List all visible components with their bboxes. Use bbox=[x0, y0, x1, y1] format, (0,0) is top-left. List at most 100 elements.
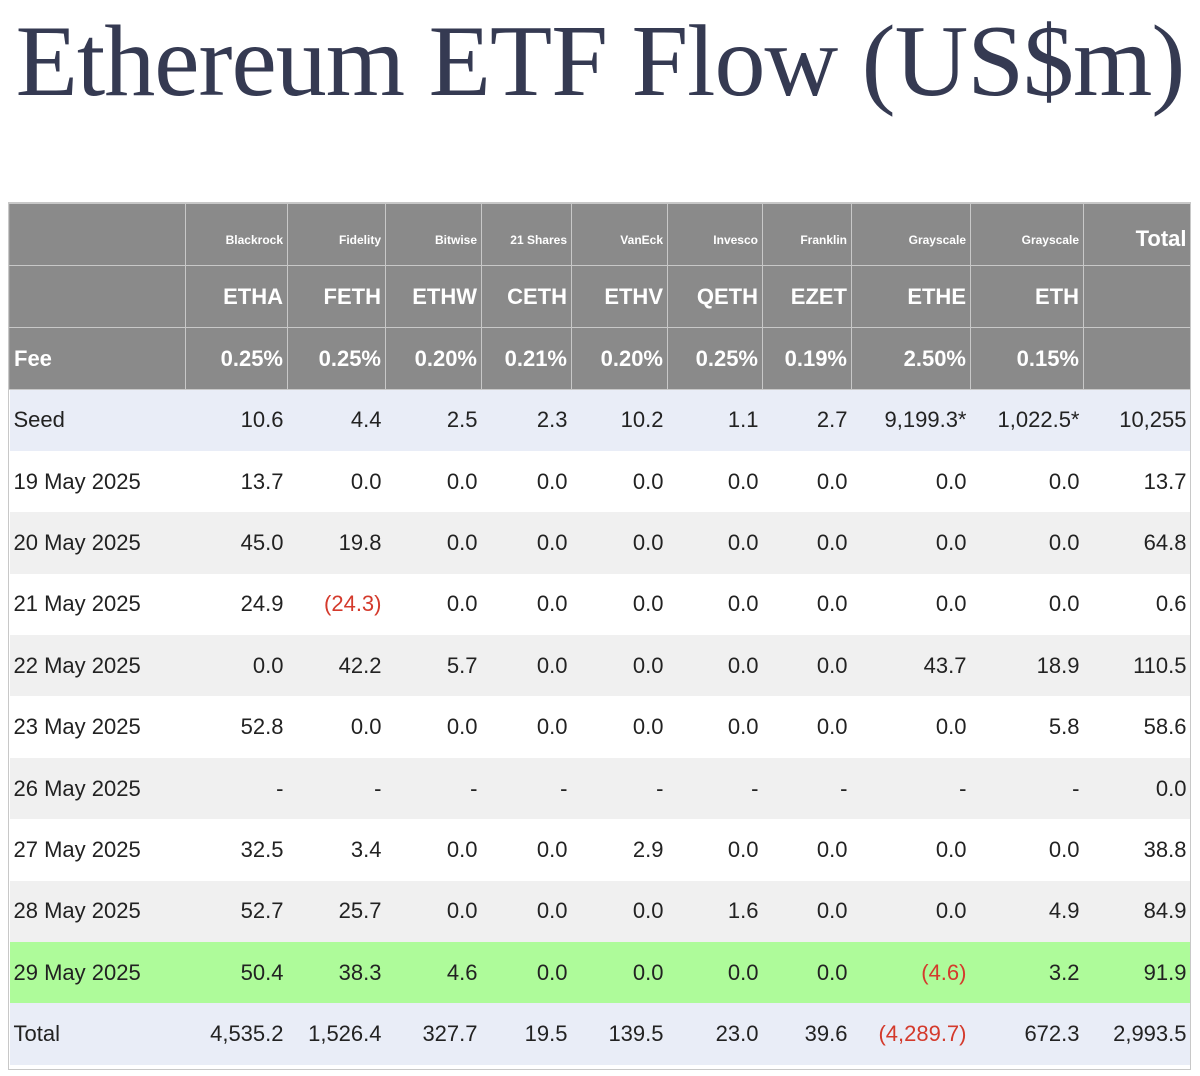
flow-cell: 5.7 bbox=[385, 635, 482, 697]
flow-cell: 0.0 bbox=[385, 880, 482, 943]
flow-cell: - bbox=[385, 757, 482, 820]
fee-value: 0.25% bbox=[185, 327, 288, 390]
flow-cell: - bbox=[851, 757, 971, 820]
flow-cell: 0.0 bbox=[851, 819, 971, 881]
flow-cell: (4,289.7) bbox=[851, 1003, 971, 1065]
table-body: Seed 10.6 4.4 2.5 2.3 10.2 1.1 2.7 9,199.3* 1,022… bbox=[9, 389, 1191, 1065]
flow-cell: 0.0 bbox=[667, 512, 763, 574]
flow-cell: 32.5 bbox=[185, 819, 288, 881]
corner-cell bbox=[9, 203, 186, 266]
fee-value: 0.25% bbox=[287, 327, 386, 390]
row-total-cell: 0.6 bbox=[1083, 573, 1191, 636]
flow-cell: - bbox=[481, 757, 572, 820]
issuer-header: Franklin bbox=[762, 203, 852, 266]
flow-cell: 39.6 bbox=[762, 1003, 852, 1065]
flow-cell: 0.0 bbox=[571, 880, 668, 943]
row-total-cell: 58.6 bbox=[1083, 696, 1191, 758]
flow-cell: 0.0 bbox=[385, 573, 482, 636]
flow-cell: 0.0 bbox=[762, 696, 852, 758]
flow-cell: 0.0 bbox=[762, 942, 852, 1004]
flow-cell: 1,022.5* bbox=[970, 389, 1084, 451]
flow-cell: 0.0 bbox=[571, 573, 668, 636]
flow-cell: 0.0 bbox=[762, 450, 852, 513]
table-row: 19 May 2025 13.7 0.0 0.0 0.0 0.0 0.0 0.0 0.0 0.0 1… bbox=[9, 450, 1191, 513]
flow-cell: 1.6 bbox=[667, 880, 763, 943]
flow-cell: 3.4 bbox=[287, 819, 386, 881]
flow-cell: 0.0 bbox=[851, 450, 971, 513]
corner-cell bbox=[9, 265, 186, 328]
flow-cell: 0.0 bbox=[667, 696, 763, 758]
empty-header-cell bbox=[1083, 265, 1191, 328]
issuer-header: Bitwise bbox=[385, 203, 482, 266]
flow-cell: 13.7 bbox=[185, 450, 288, 513]
flow-cell: 0.0 bbox=[970, 819, 1084, 881]
flow-cell: 0.0 bbox=[385, 512, 482, 574]
fee-value: 2.50% bbox=[851, 327, 971, 390]
row-total-cell: 10,255 bbox=[1083, 389, 1191, 451]
row-total-cell: 110.5 bbox=[1083, 635, 1191, 697]
flow-cell: 0.0 bbox=[287, 696, 386, 758]
flow-cell: 2.9 bbox=[571, 819, 668, 881]
table-row: 29 May 2025 50.4 38.3 4.6 0.0 0.0 0.0 0.0 (4.6) 3… bbox=[9, 942, 1191, 1004]
fee-value: 0.15% bbox=[970, 327, 1084, 390]
table-row: 27 May 2025 32.5 3.4 0.0 0.0 2.9 0.0 0.0 0.0 0.0 3… bbox=[9, 819, 1191, 881]
flow-cell: - bbox=[762, 757, 852, 820]
table-row: 23 May 2025 52.8 0.0 0.0 0.0 0.0 0.0 0.0 0.0 5.8 5… bbox=[9, 696, 1191, 758]
row-label: 23 May 2025 bbox=[9, 696, 186, 758]
issuer-header: Invesco bbox=[667, 203, 763, 266]
empty-header-cell bbox=[1083, 327, 1191, 390]
flow-cell: 0.0 bbox=[762, 819, 852, 881]
flow-cell: 52.8 bbox=[185, 696, 288, 758]
fee-label: Fee bbox=[9, 327, 186, 390]
flow-cell: 52.7 bbox=[185, 880, 288, 943]
table-row: Seed 10.6 4.4 2.5 2.3 10.2 1.1 2.7 9,199.3* 1,022… bbox=[9, 389, 1191, 451]
issuer-header: VanEck bbox=[571, 203, 668, 266]
flow-cell: 0.0 bbox=[667, 450, 763, 513]
flow-cell: 0.0 bbox=[481, 942, 572, 1004]
flow-cell: 3.2 bbox=[970, 942, 1084, 1004]
fee-value: 0.19% bbox=[762, 327, 852, 390]
flow-cell: 0.0 bbox=[385, 819, 482, 881]
row-label: Total bbox=[9, 1003, 186, 1065]
table-row: 26 May 2025- - - - - - - - -0.0 bbox=[9, 757, 1191, 820]
row-total-cell: 91.9 bbox=[1083, 942, 1191, 1004]
flow-cell: - bbox=[970, 757, 1084, 820]
flow-cell: 0.0 bbox=[385, 696, 482, 758]
flow-cell: 0.0 bbox=[571, 942, 668, 1004]
flow-cell: 0.0 bbox=[571, 635, 668, 697]
fee-value: 0.20% bbox=[571, 327, 668, 390]
ticker-header: QETH bbox=[667, 265, 763, 328]
flow-cell: 0.0 bbox=[481, 450, 572, 513]
flow-cell: 0.0 bbox=[851, 512, 971, 574]
row-label: 27 May 2025 bbox=[9, 819, 186, 881]
ticker-header: ETHV bbox=[571, 265, 668, 328]
flow-cell: 2.7 bbox=[762, 389, 852, 451]
flow-cell: 10.6 bbox=[185, 389, 288, 451]
flow-cell: 1,526.4 bbox=[287, 1003, 386, 1065]
flow-cell: 4,535.2 bbox=[185, 1003, 288, 1065]
row-total-cell: 0.0 bbox=[1083, 757, 1191, 820]
ticker-header-row: ETHA FETH ETHW CETH ETHV QETH EZET ETHE … bbox=[9, 265, 1191, 328]
flow-cell: 0.0 bbox=[287, 450, 386, 513]
flow-cell: 0.0 bbox=[851, 573, 971, 636]
row-total-cell: 2,993.5 bbox=[1083, 1003, 1191, 1065]
issuer-header: Grayscale bbox=[851, 203, 971, 266]
flow-cell: 327.7 bbox=[385, 1003, 482, 1065]
row-label: 19 May 2025 bbox=[9, 450, 186, 513]
flow-cell: 19.5 bbox=[481, 1003, 572, 1065]
row-label: 26 May 2025 bbox=[9, 757, 186, 820]
flow-cell: 9,199.3* bbox=[851, 389, 971, 451]
row-total-cell: 64.8 bbox=[1083, 512, 1191, 574]
ticker-header: ETHW bbox=[385, 265, 482, 328]
table-row: 21 May 2025 24.9 (24.3) 0.0 0.0 0.0 0.0 0.0 0.0 0… bbox=[9, 573, 1191, 636]
flow-cell: 0.0 bbox=[571, 696, 668, 758]
flow-cell: (4.6) bbox=[851, 942, 971, 1004]
row-label: Seed bbox=[9, 389, 186, 451]
flow-cell: 0.0 bbox=[762, 635, 852, 697]
ticker-header: ETHE bbox=[851, 265, 971, 328]
flow-cell: 0.0 bbox=[185, 635, 288, 697]
flow-cell: 2.5 bbox=[385, 389, 482, 451]
ticker-header: ETHA bbox=[185, 265, 288, 328]
flow-cell: 0.0 bbox=[851, 696, 971, 758]
row-label: 21 May 2025 bbox=[9, 573, 186, 636]
